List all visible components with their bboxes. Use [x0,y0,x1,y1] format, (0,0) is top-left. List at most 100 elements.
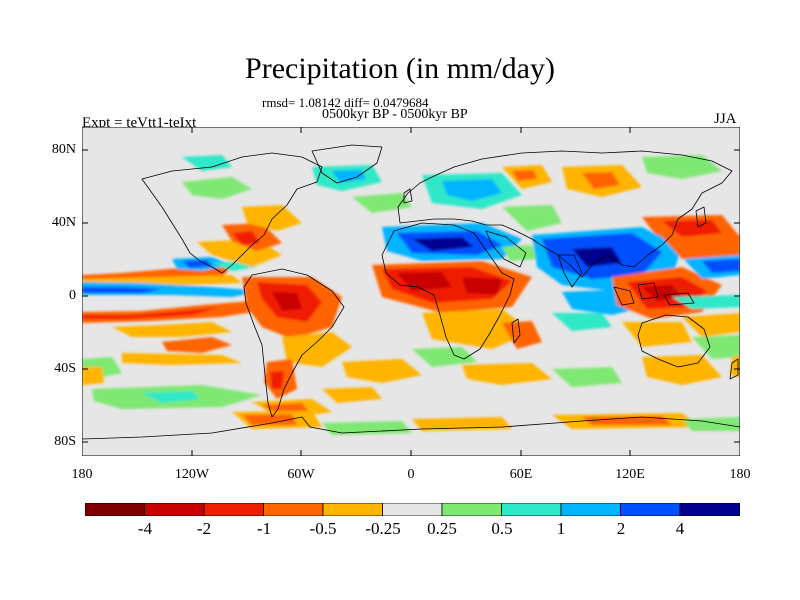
anomaly-region [692,335,740,359]
anomaly-region [122,353,242,365]
lat-tick-label: 0 [69,288,76,303]
colorbar-label: 1 [556,519,566,538]
coastline [637,314,711,368]
anomaly-region [512,170,537,181]
anomaly-region [270,371,284,389]
anomaly-region [162,337,232,353]
colorbar-label: -0.25 [365,519,401,538]
colorbar-box [382,503,443,516]
anomaly-region [502,245,537,261]
anomaly-region [682,417,740,431]
colorbar-box [203,503,264,516]
anomaly-region [552,313,612,331]
colorbar-box [144,503,205,516]
coastline [663,292,695,306]
anomaly-region [502,205,562,231]
anomaly-region [412,237,474,251]
colorbar-box [560,503,621,516]
anomaly-region [582,172,620,189]
lon-tick-label: 180 [729,467,751,482]
coastline [695,206,707,228]
precipitation-map [82,127,740,456]
lon-tick-label: 120E [615,467,645,482]
anomaly-region [672,295,740,309]
lat-tick-label: 40N [51,215,76,230]
season-label: JJA [714,111,737,127]
anomaly-region [142,391,200,403]
anomaly-region [332,170,366,183]
anomaly-region [462,363,552,385]
anomaly-region [182,155,232,171]
anomaly-region [682,313,740,337]
anomaly-region [582,416,672,425]
coastline [403,188,413,204]
colorbar-label: -2 [196,519,212,538]
lon-tick-label: 60E [509,467,533,482]
coastline [729,358,739,380]
colorbar-label: -0.5 [309,519,337,538]
colorbar-box [85,503,145,516]
anomaly-region [642,355,722,385]
period-text: 0500kyr BP - 0500kyr BP [322,107,468,122]
axis-ticks [82,127,740,456]
lon-tick-label: 180 [71,467,93,482]
lat-tick-label: 80N [51,142,76,157]
coastline [381,222,515,360]
anomaly-region [82,287,162,293]
colorbar-box [263,503,324,516]
colorbar-box [441,503,502,516]
colorbar-label: -4 [137,519,153,538]
lon-tick-label: 60W [287,467,315,482]
colorbar-label: 4 [675,519,685,538]
colorbar-label: 0.25 [427,519,457,538]
coastline [511,318,521,344]
anomaly-region [552,367,622,387]
anomaly-region [662,235,740,259]
anomaly-region [182,260,212,268]
colorbar-box [620,503,681,516]
colorbar-label: 2 [616,519,626,538]
coastline [637,282,659,300]
colorbar-box [322,503,383,516]
anomaly-region [282,332,352,367]
anomaly-region [702,259,740,273]
anomaly-region [322,387,382,403]
anomaly-region [502,321,542,349]
lon-tick-label: 0 [407,467,415,482]
coastline [243,268,345,418]
coastline [485,230,527,268]
coastline [557,254,583,288]
anomaly-region [272,292,302,311]
anomaly-region [82,307,222,319]
statistics-text: rmsd= 1.08142 diff= 0.0479684 [262,95,429,110]
anomaly-region [422,309,532,349]
anomaly-region [642,155,722,179]
anomaly-region [730,355,740,377]
anomaly-region [572,247,622,267]
anomaly-region [82,282,262,297]
lat-tick-label: 40S [54,361,76,376]
anomaly-region [322,421,412,435]
coastline [82,416,740,440]
anomaly-region [112,322,232,337]
anomaly-region [442,179,502,201]
colorbar-label: 0.5 [491,519,513,538]
colorbar [85,503,740,516]
anomaly-region [462,277,502,295]
anomaly-region [342,359,422,383]
anomaly-region [232,231,260,245]
colorbar-label: -1 [256,519,272,538]
lat-tick-label: 80S [54,434,76,449]
coastline [311,144,383,184]
plot-title: Precipitation (in mm/day) [245,52,555,85]
coastlines [82,144,740,440]
lon-tick-label: 120W [174,467,210,482]
anomaly-region [242,414,297,425]
anomaly-region [242,205,302,231]
coastline [397,150,733,278]
coastline [141,152,323,274]
anomaly-region [412,347,477,367]
anomaly-region [662,220,722,237]
colorbar-box [679,503,740,516]
anomaly-region [182,177,252,199]
